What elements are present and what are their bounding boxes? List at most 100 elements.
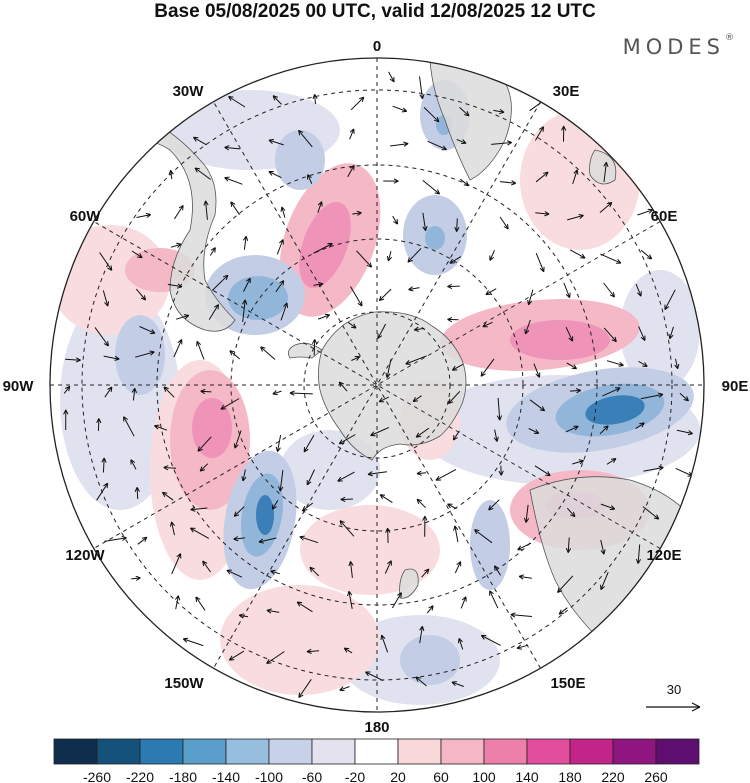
colorbar-swatch — [182, 738, 227, 765]
map-disc — [50, 58, 704, 712]
wind-vector-arrow — [640, 249, 653, 260]
latitude-circle — [81, 89, 673, 681]
wind-vector-arrow — [195, 596, 206, 611]
wind-vector-arrow — [600, 253, 622, 264]
wind-vector-arrow — [96, 418, 102, 431]
wind-vector-arrow — [202, 560, 212, 573]
colorbar-tick-label: -140 — [212, 769, 240, 783]
colorbar-tick-label: -260 — [83, 769, 111, 783]
wind-vector-arrow — [348, 561, 354, 578]
wind-vector-arrow — [311, 339, 318, 356]
wind-vector-arrow — [638, 360, 648, 367]
meridian-line — [213, 101, 541, 669]
wind-vector-arrow — [258, 537, 277, 544]
wind-vector-arrow — [453, 525, 459, 543]
wind-vector-arrow — [422, 212, 428, 232]
wind-vector-arrow — [365, 671, 384, 682]
wind-vector-arrow — [460, 596, 467, 609]
map-boundary — [49, 57, 705, 713]
anomaly-negative — [275, 130, 325, 190]
wind-vector-arrow — [275, 435, 282, 452]
colorbar-swatch — [311, 738, 356, 765]
wind-vector-arrow — [480, 358, 495, 377]
wind-vector-arrow — [494, 565, 502, 576]
wind-vector-arrow — [451, 681, 464, 687]
wind-vector-arrow — [603, 327, 617, 343]
label-180: 180 — [364, 719, 389, 736]
wind-vector-arrow — [676, 429, 694, 436]
wind-vector-arrow — [170, 242, 182, 248]
wind-vector-arrow — [642, 506, 660, 520]
wind-vector-arrow — [426, 605, 434, 614]
wind-vector-arrow — [167, 283, 183, 289]
south-america — [97, 109, 236, 332]
wind-vector-arrow — [197, 436, 212, 452]
wind-vector-arrow — [415, 676, 427, 687]
wind-vector-arrow — [312, 94, 318, 104]
wind-vector-arrow — [161, 491, 174, 501]
wind-vector-arrow — [317, 313, 331, 320]
wind-vector-arrow — [600, 539, 606, 555]
wind-vector-arrow — [306, 648, 320, 654]
wind-vector-arrow — [419, 625, 425, 644]
wind-vector-arrow — [352, 210, 362, 216]
wind-vector-arrow — [266, 651, 285, 664]
wind-vector-arrow — [379, 494, 393, 504]
wind-vector-arrow — [535, 211, 550, 217]
wind-vector-arrow — [224, 145, 240, 151]
wind-vector-arrow — [351, 356, 361, 361]
wind-vector-arrow — [603, 282, 615, 298]
wind-vector-arrow — [99, 252, 113, 271]
colorbar-tick-label: -60 — [302, 769, 322, 783]
wind-vector-arrow — [317, 201, 323, 213]
wind-vector-arrow — [482, 321, 493, 328]
colorbar-tick-label: 100 — [472, 769, 496, 783]
wind-vector-arrow — [228, 96, 246, 108]
wind-vector-arrow — [271, 499, 279, 510]
wind-vector-arrow — [527, 289, 534, 306]
wind-vector-arrow — [208, 304, 219, 320]
graticule — [50, 58, 704, 712]
wind-vector-arrow — [485, 288, 497, 296]
wind-vector-arrow — [566, 507, 576, 518]
wind-vector-arrow — [635, 283, 642, 297]
wind-vector-arrow — [367, 471, 388, 477]
wind-vector-arrow — [567, 214, 584, 221]
wind-vector-arrow — [233, 506, 245, 517]
wind-vector-arrow — [533, 363, 541, 378]
wind-vector-arrow — [561, 125, 567, 142]
label-60w: 60W — [70, 208, 102, 225]
wind-vector-arrow — [199, 463, 209, 472]
meridian-line — [93, 221, 661, 549]
wind-vector-arrow — [350, 286, 363, 307]
wind-vector-arrow — [405, 355, 427, 365]
wind-vector-arrow — [131, 575, 141, 581]
wind-vector-arrow — [168, 169, 174, 180]
wind-vector-arrow — [343, 647, 353, 654]
wind-vector-arrow — [338, 434, 356, 445]
wind-vector-arrow — [303, 434, 315, 453]
wind-vector-arrow — [302, 502, 314, 512]
wind-vector-arrow — [447, 503, 457, 510]
wind-vector-arrow — [163, 465, 177, 471]
colorbar-swatch — [139, 738, 184, 765]
anomaly-positive-core — [510, 320, 610, 360]
wind-vector-arrow — [226, 569, 243, 578]
wind-vector-arrow — [643, 465, 664, 472]
wind-vector-arrow — [456, 138, 467, 144]
wind-vector-arrow — [427, 140, 447, 151]
wind-vector-arrow — [268, 171, 282, 179]
wind-vector-arrow — [534, 465, 551, 477]
colorbar-swatch — [569, 738, 614, 765]
reference-vector: 30 — [646, 682, 701, 712]
wind-vector-arrow — [407, 247, 422, 263]
wind-vector-arrow — [518, 574, 532, 580]
colorbar-tick-label: 60 — [433, 769, 449, 783]
wind-vector-arrow — [169, 521, 175, 536]
wind-vector-arrow — [480, 634, 501, 646]
wind-vector-arrow — [135, 288, 147, 301]
colorbar-swatch — [268, 738, 313, 765]
wind-vector-arrow — [534, 126, 544, 141]
wind-vector-arrow — [104, 535, 127, 542]
wind-vector-arrow — [347, 321, 357, 329]
